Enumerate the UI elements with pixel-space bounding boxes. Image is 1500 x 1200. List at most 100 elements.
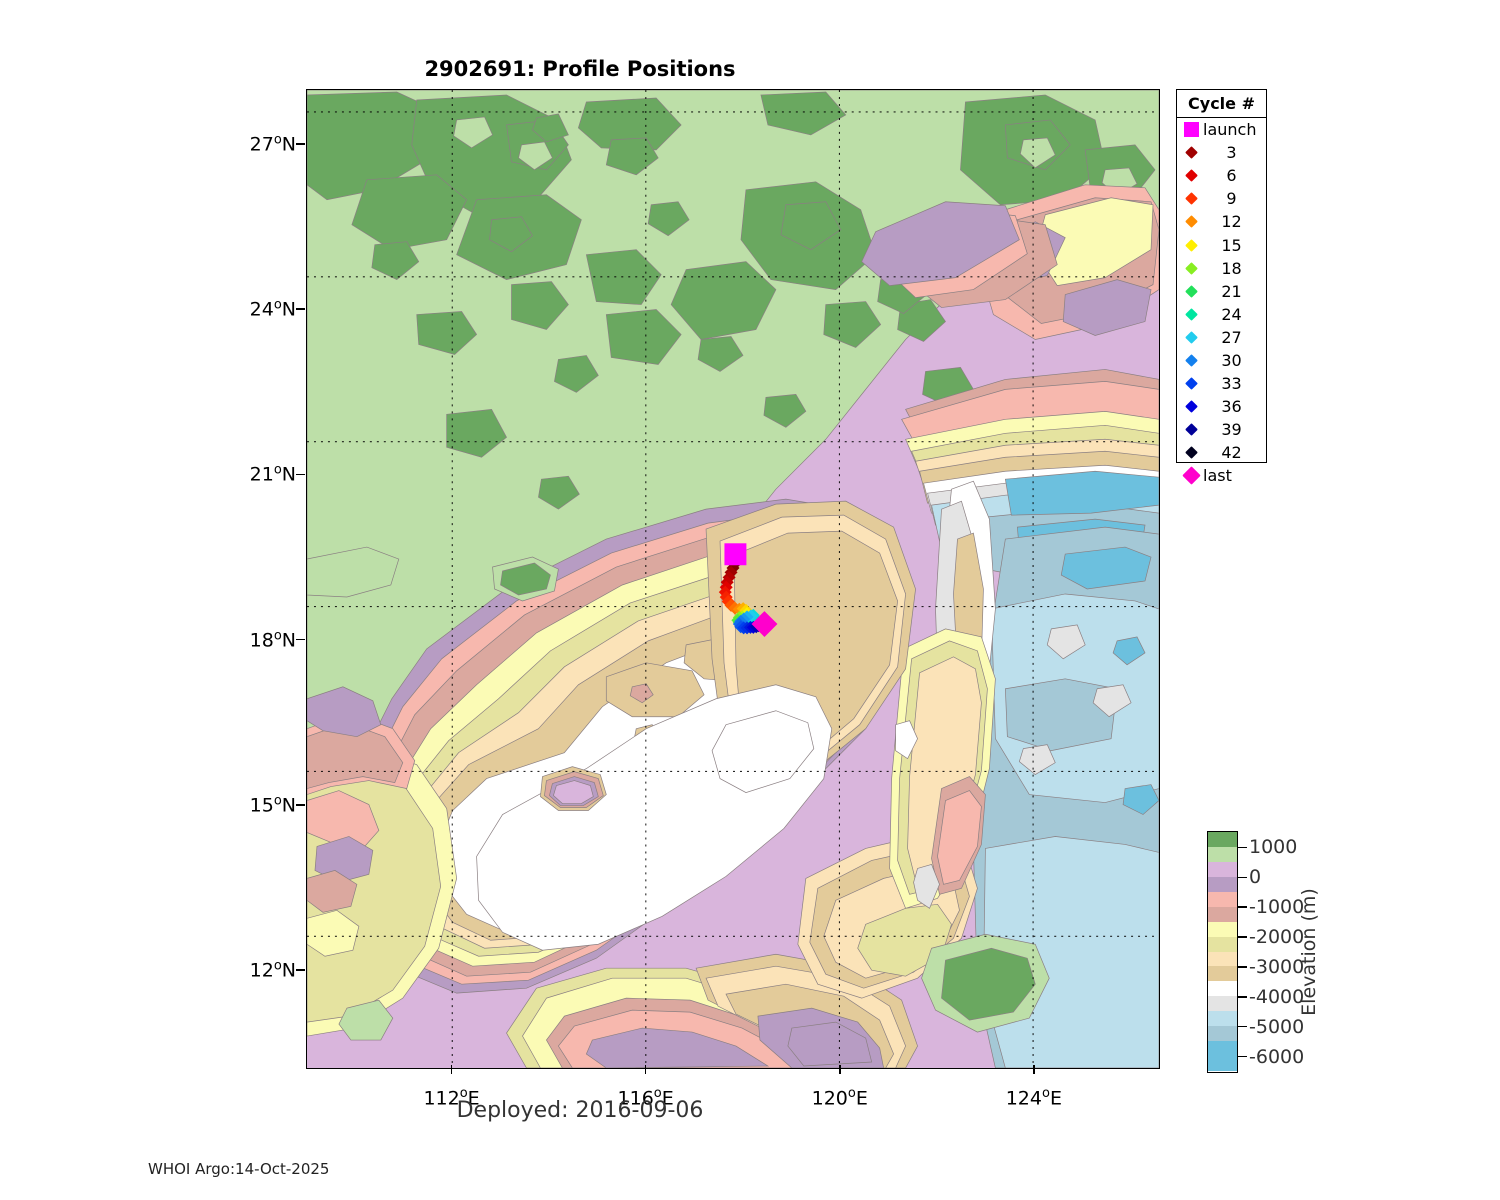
legend-item-label: 39	[1221, 420, 1242, 440]
x-tick-label: 124oE	[1005, 1086, 1062, 1110]
legend-item-label: 33	[1221, 374, 1242, 394]
legend-rows: launch 3 6 9 12 15 18 21 24 27 30 33 36 39 42 last	[1177, 118, 1266, 488]
page-title: 2902691: Profile Positions	[424, 57, 736, 81]
y-tick-mark	[296, 638, 305, 641]
y-tick-mark	[296, 308, 305, 311]
legend-marker-icon	[1181, 400, 1201, 414]
colorbar-tick-mark	[1238, 996, 1247, 998]
colorbar-tick-label: -3000	[1249, 955, 1305, 978]
colorbar-tick-label: 1000	[1249, 836, 1298, 859]
legend-item-label: 30	[1221, 350, 1242, 370]
y-tick-label: 18oN	[249, 627, 296, 652]
profile-marker	[721, 595, 735, 609]
colorbar-tick-label: 0	[1249, 866, 1262, 889]
colorbar-band	[1208, 921, 1237, 937]
legend-item-30[interactable]: 30	[1177, 349, 1266, 372]
x-tick-mark	[450, 1065, 453, 1074]
cycle-legend: Cycle # launch 3 6 9 12 15 18 21 24 27 30 33 36 39 42 l…	[1176, 89, 1267, 485]
legend-item-33[interactable]: 33	[1177, 372, 1266, 395]
legend-item-launch[interactable]: launch	[1177, 118, 1266, 141]
legend-item-36[interactable]: 36	[1177, 395, 1266, 418]
colorbar-tick-mark	[1238, 906, 1247, 908]
legend-item-label: 15	[1221, 235, 1242, 255]
legend-item-label: 42	[1221, 443, 1242, 463]
legend-item-24[interactable]: 24	[1177, 303, 1266, 326]
x-axis-labels: 112oE 116oE 120oE 124oE	[306, 1065, 1160, 1109]
x-tick-mark	[838, 1065, 841, 1074]
elevation-colorbar	[1207, 831, 1238, 1073]
legend-marker-icon	[1181, 122, 1201, 138]
legend-item-15[interactable]: 15	[1177, 233, 1266, 256]
legend-marker-icon	[1181, 377, 1201, 390]
legend-marker-icon	[1181, 423, 1201, 437]
colorbar-band	[1208, 832, 1237, 847]
legend-marker-icon	[1181, 466, 1201, 486]
legend-item-label: 27	[1221, 327, 1242, 347]
colorbar-tick-label: -6000	[1249, 1045, 1305, 1068]
launch-marker	[724, 543, 747, 566]
legend-item-27[interactable]: 27	[1177, 326, 1266, 349]
colorbar-band	[1208, 861, 1237, 877]
legend-marker-icon	[1181, 192, 1201, 206]
legend-item-label: 6	[1226, 166, 1237, 186]
legend-item-3[interactable]: 3	[1177, 141, 1266, 164]
colorbar-band	[1208, 906, 1237, 922]
colorbar-band	[1208, 996, 1237, 1012]
colorbar-band	[1208, 1026, 1237, 1042]
bathymetry-map	[307, 90, 1159, 1068]
y-axis-labels: 27oN 24oN 21oN 18oN 15oN 12oN	[230, 89, 305, 1069]
colorbar-axis-title: Elevation (m)	[1296, 831, 1322, 1073]
legend-item-21[interactable]: 21	[1177, 280, 1266, 303]
legend-item-label: 3	[1226, 143, 1237, 163]
legend-marker-icon	[1181, 331, 1201, 344]
y-tick-mark	[296, 143, 305, 145]
legend-item-last[interactable]: last	[1177, 464, 1266, 487]
legend-item-label: 12	[1221, 212, 1242, 232]
legend-marker-icon	[1181, 446, 1201, 460]
legend-item-label: 18	[1221, 258, 1242, 278]
colorbar-tick-labels: 1000 0 -1000 -2000 -3000 -4000 -5000 -6000	[1249, 831, 1319, 1073]
legend-item-12[interactable]: 12	[1177, 210, 1266, 233]
colorbar-band	[1208, 966, 1237, 982]
colorbar-tick-mark	[1238, 936, 1247, 938]
legend-item-18[interactable]: 18	[1177, 257, 1266, 280]
x-tick-label: 116oE	[617, 1086, 674, 1110]
legend-item-label: 9	[1226, 189, 1237, 209]
y-tick-label: 15oN	[249, 793, 296, 817]
y-tick-mark	[296, 473, 305, 476]
colorbar-tick-label: -5000	[1249, 1015, 1305, 1038]
legend-item-9[interactable]: 9	[1177, 187, 1266, 210]
colorbar-axis-title-text: Elevation (m)	[1298, 888, 1321, 1016]
colorbar-tick-label: -2000	[1249, 926, 1305, 949]
colorbar-band	[1208, 1041, 1237, 1072]
legend-marker-icon	[1181, 215, 1201, 229]
y-tick-label: 27oN	[249, 132, 296, 156]
legend-item-label: 24	[1221, 304, 1242, 324]
float-trajectory	[718, 543, 778, 638]
map-plot-area	[306, 89, 1160, 1069]
colorbar-tick-label: -4000	[1249, 985, 1305, 1008]
legend-marker-icon	[1181, 146, 1201, 160]
colorbar-tick-mark	[1238, 846, 1247, 849]
colorbar-band	[1208, 951, 1237, 967]
y-tick-mark	[296, 969, 305, 971]
legend-marker-icon	[1181, 307, 1201, 321]
colorbar-tick-mark	[1238, 1026, 1247, 1028]
x-tick-mark	[644, 1065, 647, 1074]
x-tick-label: 112oE	[423, 1086, 480, 1110]
legend-item-6[interactable]: 6	[1177, 164, 1266, 187]
legend-item-label: last	[1203, 466, 1232, 486]
legend-item-label: launch	[1203, 120, 1257, 140]
legend-item-39[interactable]: 39	[1177, 418, 1266, 441]
y-tick-mark	[296, 803, 305, 806]
legend-marker-icon	[1181, 354, 1201, 367]
colorbar-ticks	[1238, 831, 1252, 1073]
legend-marker-icon	[1181, 261, 1201, 275]
y-tick-label: 21oN	[249, 462, 296, 487]
legend-item-42[interactable]: 42	[1177, 441, 1266, 464]
legend-marker-icon	[1181, 169, 1201, 183]
colorbar-band	[1208, 891, 1237, 907]
legend-item-label: 21	[1221, 281, 1242, 301]
legend-marker-icon	[1181, 284, 1201, 298]
y-tick-label: 24oN	[249, 297, 296, 321]
